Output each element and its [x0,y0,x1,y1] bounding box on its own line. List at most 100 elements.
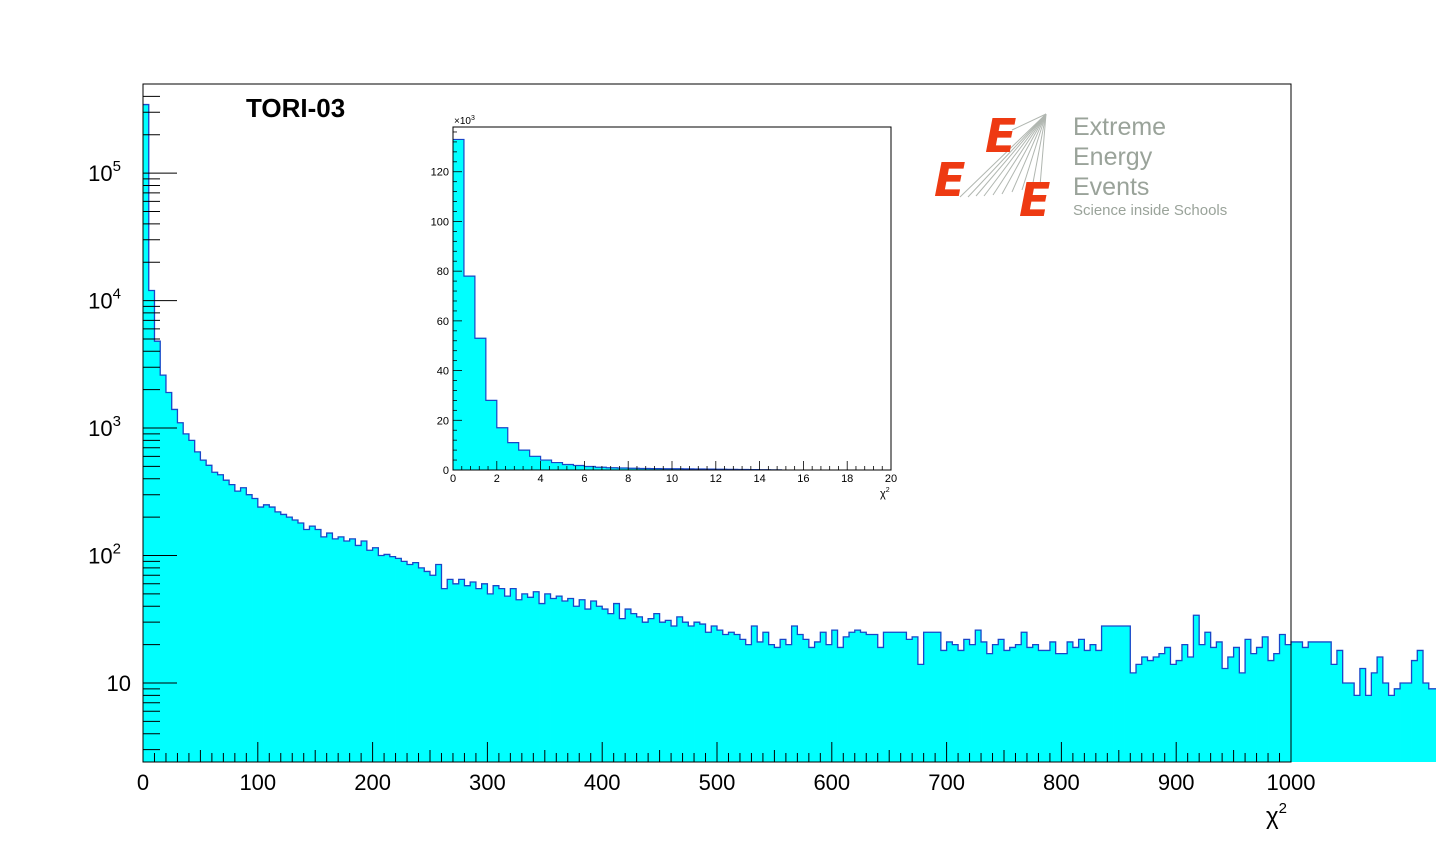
main-histogram-bin [757,641,764,762]
logo-tagline: Science inside Schools [1073,202,1227,219]
main-histogram-bin [1302,647,1309,762]
inset-histogram-bin [474,338,487,470]
main-histogram-bin [430,575,437,762]
main-histogram-bin [854,630,861,762]
main-x-tick-label: 1000 [1267,770,1316,795]
main-histogram-bin [217,474,224,762]
inset-y-tick-label: 60 [437,316,449,328]
main-histogram-bin [372,547,379,762]
main-histogram-bin [1365,695,1372,762]
main-plot: 0 100 200 300 400 500 600 700 800 900 1000 1010210… [88,83,1436,830]
inset-x-axis-label: χ2 [880,487,890,500]
main-x-tick-label: 200 [354,770,391,795]
inset-x-tick-label: 12 [710,473,722,485]
main-histogram-bin [1405,682,1412,762]
main-histogram-bin [808,647,815,762]
main-histogram-bin [906,639,913,762]
inset-y-tick-label: 0 [443,465,449,477]
main-histogram-bin [1291,641,1298,762]
main-histogram-bin [1354,695,1361,762]
main-histogram-bin [1113,625,1120,762]
main-histogram-bin [1348,682,1355,762]
main-histogram-bin [1130,672,1137,762]
main-histogram-bin [539,603,546,762]
main-histogram-bin [286,517,293,762]
main-histogram-bin [292,519,299,762]
inset-histogram-bin [551,462,563,470]
main-histogram-bin [567,598,574,762]
main-histogram-bin [923,632,930,762]
inset-histogram-bin [672,468,684,470]
logo-letter-e-top: E [985,109,1016,163]
main-histogram-bin [1262,636,1269,762]
main-histogram-bin [785,644,793,762]
main-histogram-bin [1181,644,1189,762]
main-histogram-bin [602,609,609,762]
main-histogram-bin [269,507,276,762]
main-histogram-bin [1256,647,1263,762]
main-histogram-bin [1147,660,1154,762]
main-histogram-bin [1285,644,1292,762]
main-histogram-bin [768,644,775,762]
main-histogram-bin [475,588,483,762]
main-histogram-bin [447,579,454,762]
inset-histogram-bin [562,464,574,470]
main-histogram-bin [1044,650,1051,762]
main-y-tick-label: 104 [88,286,121,314]
inset-histogram-bin [463,276,476,470]
main-histogram-bin [424,571,431,762]
main-histogram-bin [1009,647,1016,762]
main-histogram-bin [1210,647,1217,762]
inset-x-tick-label: 6 [581,473,587,485]
main-histogram-bin [739,639,747,762]
main-y-tick-label: 105 [88,158,121,186]
main-histogram-bin [504,596,511,762]
main-histogram-bin [349,538,356,762]
main-histogram-bin [877,647,884,762]
main-histogram-bin [1072,647,1080,762]
main-histogram-bin [1118,625,1125,762]
main-histogram-bin [1021,632,1028,762]
main-histogram-bin [1199,644,1206,762]
main-histogram-bin [929,632,936,762]
main-histogram-bin [1101,625,1108,762]
main-histogram-bin [1124,625,1131,762]
logo-line-events: Events [1073,173,1149,201]
main-histogram-bin [527,597,534,762]
main-x-tick-label: 800 [1043,770,1080,795]
inset-histogram-bin [518,450,530,470]
main-histogram-bin [791,625,798,762]
main-histogram-bin [1164,647,1171,762]
main-chart-title: TORI-03 [246,93,345,123]
inset-x-tick-label: 2 [494,473,500,485]
main-histogram-bin [533,591,540,762]
main-histogram-bin [384,554,391,762]
main-histogram-bin [1153,656,1160,762]
main-histogram-bin [613,603,620,762]
main-histogram-bin [860,632,867,762]
main-histogram-outline [143,103,1436,696]
main-histogram-bin [1141,656,1148,762]
main-histogram-bin [464,585,471,762]
inset-histogram-bin [573,465,585,470]
main-histogram-bin [975,630,982,762]
main-histogram-bin [676,616,683,762]
main-histogram-bin [734,634,741,762]
main-histogram-bin [625,609,632,762]
inset-histogram-bin [650,468,662,470]
main-histogram-bin [355,545,362,762]
logo-letter-e-right: E [1019,173,1050,227]
main-histogram-bin [407,564,414,762]
inset-y-multiplier: ×103 [454,115,475,127]
main-histogram-bin [481,583,488,762]
main-x-tick-label: 600 [813,770,850,795]
main-histogram-bin [165,392,173,762]
inset-histogram-bin [584,466,596,470]
inset-histogram-bin [485,400,498,470]
inset-plot: 0 2 4 6 8 10 12 14 16 18 20 0 20 40 60 80 100 120 ×103 χ… [431,115,897,500]
logo-line-extreme: Extreme [1073,113,1166,141]
main-histogram-bin [1371,672,1378,762]
main-histogram-bin [154,341,161,762]
main-histogram-bin [1296,641,1303,762]
